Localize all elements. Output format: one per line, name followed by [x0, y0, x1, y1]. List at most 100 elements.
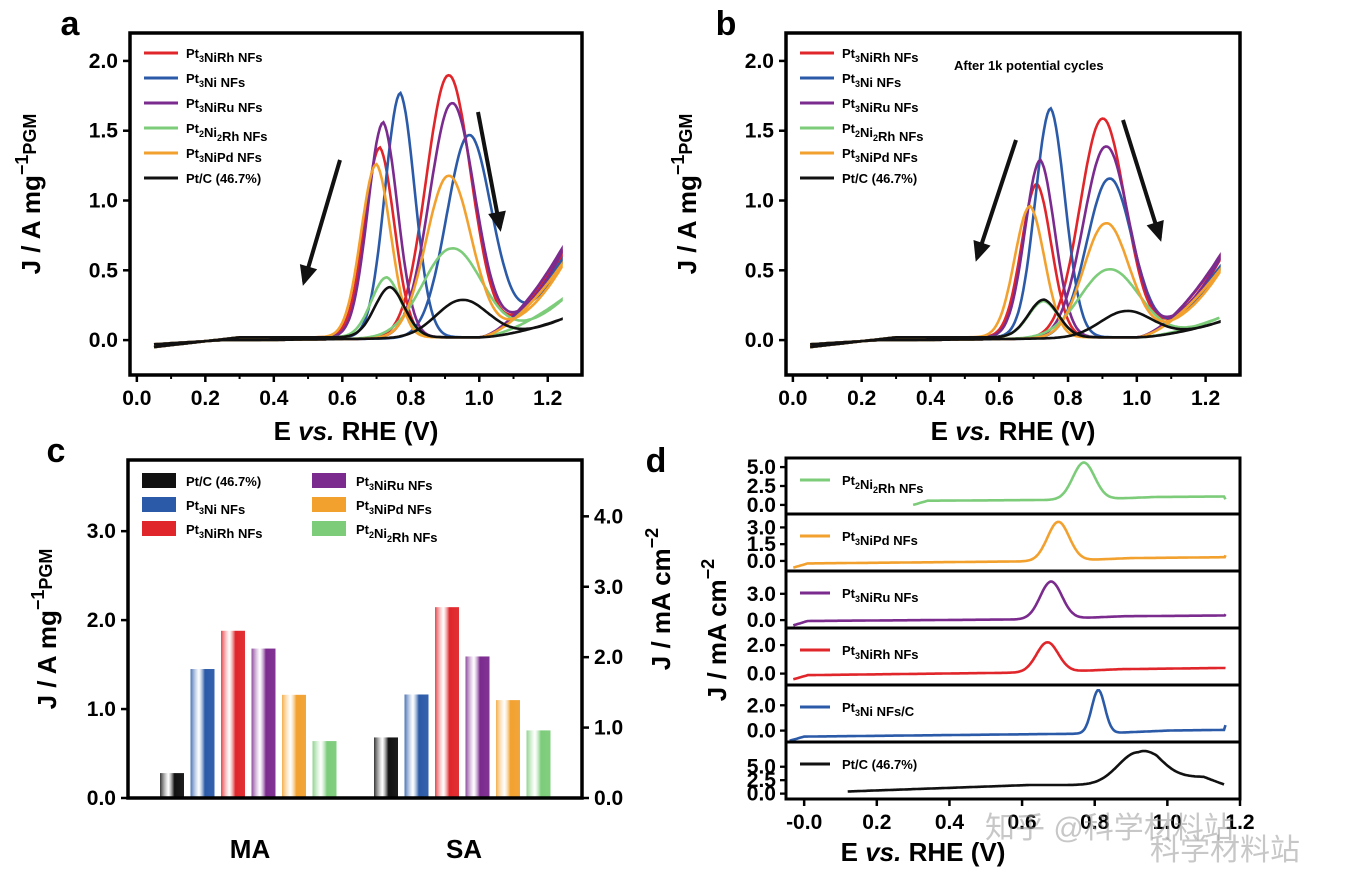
y-tick-label-d-5-0: 0.0: [747, 783, 776, 806]
y-tick-label-b-2: 1.0: [745, 190, 774, 213]
scan-arrowhead-b-1: [1146, 220, 1164, 242]
y-tick-label-d-3-0: 0.0: [747, 663, 776, 686]
y-tick-label-a-2: 1.0: [89, 190, 118, 213]
y-axis-label-c: J / A mg−1PGM: [28, 549, 62, 710]
legend-swatch-c-5: [312, 521, 346, 536]
x-axis-label-d: E vs. RHE (V): [841, 837, 1006, 867]
annotation-b: After 1k potential cycles: [954, 58, 1104, 73]
bar-Pt3NiNFs-MA: [190, 669, 215, 798]
legend-label-a-0: Pt3NiRh NFs: [186, 46, 263, 65]
x-tick-label-b-6: 1.2: [1191, 387, 1220, 410]
x-tick-label-b-3: 0.6: [985, 387, 1014, 410]
x-tick-label-b-0: 0.0: [778, 387, 807, 410]
legend-label-d-4: Pt3Ni NFs/C: [842, 700, 915, 719]
y-tick-label-b-0: 0.0: [745, 329, 774, 352]
x-tick-label-a-5: 1.0: [465, 387, 494, 410]
legend-swatch-c-4: [312, 497, 346, 512]
lsv-curve-5: [847, 749, 1225, 793]
panel-label-c: c: [47, 432, 66, 470]
legend-label-c-2: Pt3NiRh NFs: [186, 522, 263, 541]
y-tick-label-b-4: 2.0: [745, 50, 774, 73]
legend-label-d-1: Pt3NiPd NFs: [842, 529, 918, 548]
scan-arrowhead-b-0: [973, 239, 991, 262]
plot-frame-a: [128, 31, 584, 377]
legend-label-d-0: Pt2Ni2Rh NFs: [842, 473, 924, 496]
legend-label-b-1: Pt3Ni NFs: [842, 71, 901, 90]
x-tick-label-d-6: 1.2: [1225, 811, 1254, 834]
legend-swatch-c-0: [142, 473, 176, 488]
x-tick-label-b-5: 1.0: [1122, 387, 1151, 410]
y-right-tick-label-c-4: 4.0: [594, 505, 623, 528]
legend-label-a-2: Pt3NiRu NFs: [186, 96, 263, 115]
y-tick-label-d-0-1: 2.5: [747, 475, 777, 498]
cv-curve-b-5: [809, 298, 1221, 349]
panel-a: a 0.0 0.2 0.4 0.6 0.8 1.0 1.2 0.0 0.5 1.0 1.5 2.0 Pt3…: [61, 5, 584, 410]
panel-label-b: b: [716, 5, 737, 43]
scan-arrow-a-0: [302, 159, 342, 283]
panel-label-d: d: [646, 442, 667, 480]
plot-frame-c: [126, 458, 584, 800]
y-tick-label-d-3-1: 2.0: [747, 634, 776, 657]
y-tick-label-d-2-1: 3.0: [747, 583, 776, 606]
legend-label-a-3: Pt2Ni2Rh NFs: [186, 121, 268, 144]
bar-Pt3NiPdNFs-MA: [282, 694, 306, 798]
x-tick-label-a-2: 0.4: [259, 387, 289, 410]
x-tick-label-a-0: 0.0: [122, 387, 151, 410]
y-tick-label-a-1: 0.5: [89, 259, 119, 282]
y-tick-label-d-4-0: 0.0: [747, 720, 776, 743]
legend-label-d-2: Pt3NiRu NFs: [842, 586, 919, 605]
y-tick-label-b-1: 0.5: [745, 259, 775, 282]
legend-swatch-c-1: [142, 497, 176, 512]
legend-swatch-c-2: [142, 521, 176, 536]
category-label-SA: SA: [446, 834, 482, 864]
legend-label-d-3: Pt3NiRh NFs: [842, 643, 919, 662]
x-tick-label-b-4: 0.8: [1053, 387, 1083, 410]
panel-label-a: a: [61, 5, 81, 43]
x-tick-label-d-5: 1.0: [1153, 811, 1182, 834]
bar-Pt3NiNFs-SA: [404, 694, 429, 798]
legend-label-c-5: Pt2Ni2Rh NFs: [356, 522, 438, 545]
x-tick-label-d-2: 0.4: [935, 811, 965, 834]
x-axis-label-a: E vs. RHE (V): [274, 416, 439, 446]
y-tick-label-d-5-1: 2.5: [747, 769, 777, 792]
y-right-tick-label-c-1: 1.0: [594, 717, 623, 740]
y-tick-label-a-3: 1.5: [89, 120, 119, 143]
y-tick-label-d-1-0: 0.0: [747, 550, 776, 573]
scan-arrowhead-a-0: [299, 264, 318, 286]
y-axis-label-d: J / mA cm−2: [698, 559, 732, 701]
y-tick-label-d-4-1: 2.0: [747, 694, 776, 717]
lsv-curve-0: [912, 461, 1227, 507]
legend-label-c-1: Pt3Ni NFs: [186, 498, 245, 517]
lsv-curve-1: [792, 520, 1227, 569]
lsv-curve-2: [792, 580, 1227, 627]
y-tick-label-c-0: 0.0: [87, 787, 116, 810]
subplot-frame-5: [784, 740, 1242, 801]
legend-label-b-5: Pt/C (46.7%): [842, 171, 917, 186]
y-tick-label-d-0-0: 0.0: [747, 494, 776, 517]
bar-PtC467-SA: [374, 737, 398, 798]
x-tick-label-a-3: 0.6: [328, 387, 357, 410]
y-right-tick-label-c-2: 2.0: [594, 646, 623, 669]
x-tick-label-d-3: 0.6: [1007, 811, 1036, 834]
plot-frame-b: [784, 31, 1242, 377]
legend-label-a-4: Pt3NiPd NFs: [186, 146, 262, 165]
x-tick-label-d-0: -0.0: [786, 811, 822, 834]
y-axis-label-right-c: J / mA cm−2: [642, 528, 676, 670]
category-label-MA: MA: [230, 834, 271, 864]
scan-arrow-b-1: [1121, 119, 1162, 239]
legend-label-b-3: Pt2Ni2Rh NFs: [842, 121, 924, 144]
y-tick-label-d-1-2: 3.0: [747, 516, 776, 539]
y-tick-label-c-1: 1.0: [87, 698, 116, 721]
scan-arrowhead-a-1: [488, 210, 506, 232]
bar-Pt3NiRuNFs-SA: [465, 656, 490, 798]
x-tick-label-a-1: 0.2: [191, 387, 220, 410]
legend-label-d-5: Pt/C (46.7%): [842, 757, 917, 772]
y-tick-label-d-1-1: 1.5: [747, 533, 777, 556]
watermark-text-2: 科学材料站: [1150, 834, 1300, 867]
x-tick-label-d-4: 0.8: [1080, 811, 1110, 834]
legend-label-a-5: Pt/C (46.7%): [186, 171, 261, 186]
y-axis-label-b: J / A mg−1PGM: [668, 114, 702, 275]
bar-Pt3NiRhNFs-SA: [435, 607, 459, 798]
